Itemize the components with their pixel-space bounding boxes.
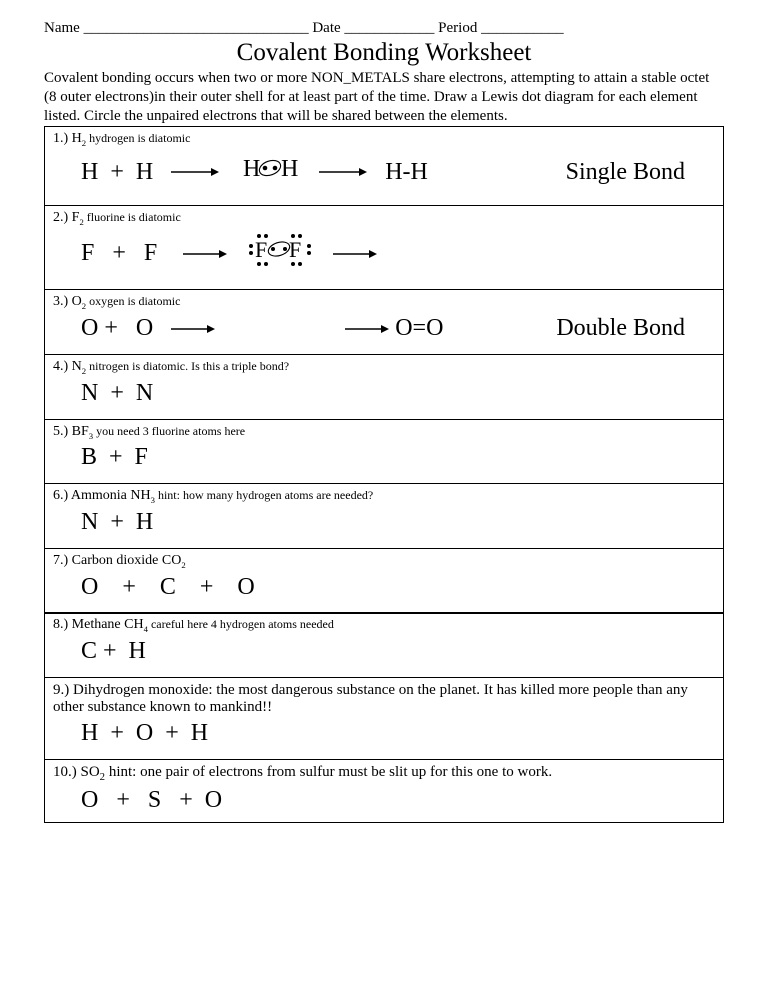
- arrow-icon: [319, 165, 367, 179]
- date-label: Date: [312, 20, 340, 36]
- q2-note: fluorine is diatomic: [84, 210, 181, 224]
- q2-lewis-diagram: F F: [237, 230, 323, 277]
- q4-label: 4.) N2 nitrogen is diatomic. Is this a t…: [53, 359, 715, 376]
- name-blank: ______________________________: [80, 20, 313, 36]
- q1-lewis-h-left: H: [243, 156, 260, 182]
- q7-label: 7.) Carbon dioxide CO2: [53, 553, 715, 570]
- q9-formula: H + O + H: [53, 716, 715, 749]
- q3-formula: O + O O=O Double Bond: [53, 311, 715, 344]
- q6-note: hint: how many hydrogen atoms are needed…: [155, 488, 373, 502]
- q1-note: hydrogen is diatomic: [86, 131, 190, 145]
- q8-label: 8.) Methane CH4 careful here 4 hydrogen …: [53, 617, 715, 634]
- q7-sub: 2: [181, 560, 185, 570]
- q3-note: oxygen is diatomic: [86, 294, 180, 308]
- q8-note: careful here 4 hydrogen atoms needed: [148, 617, 334, 631]
- arrow-icon: [183, 247, 227, 261]
- q6-formula: N + H: [53, 505, 715, 538]
- question-1: 1.) H2 hydrogen is diatomic H + H H H H-…: [44, 126, 724, 206]
- q1-product: H-H: [385, 159, 428, 186]
- q3-num: 3.) O: [53, 294, 82, 309]
- q3-product: O=O: [395, 315, 443, 342]
- q4-num: 4.) N: [53, 359, 82, 374]
- question-2: 2.) F2 fluorine is diatomic F + F F F: [44, 205, 724, 291]
- arrow-icon: [171, 322, 215, 336]
- q6-num: 6.) Ammonia NH: [53, 488, 151, 503]
- q10-label: 10.) SO2 hint: one pair of electrons fro…: [53, 764, 715, 783]
- header-fields: Name ______________________________ Date…: [44, 20, 724, 37]
- q10-note: hint: one pair of electrons from sulfur …: [105, 764, 552, 780]
- q1-reactants: H + H: [81, 159, 153, 186]
- q9-label: 9.) Dihydrogen monoxide: the most danger…: [53, 682, 715, 716]
- worksheet-page: Name ______________________________ Date…: [44, 20, 724, 823]
- q6-reactants: N + H: [81, 509, 153, 536]
- q6-label: 6.) Ammonia NH3 hint: how many hydrogen …: [53, 488, 715, 505]
- q4-note: nitrogen is diatomic. Is this a triple b…: [86, 359, 289, 373]
- q5-reactants: B + F: [81, 444, 148, 471]
- arrow-icon: [345, 322, 389, 336]
- q2-num: 2.) F: [53, 210, 79, 225]
- q2-reactants: F + F: [81, 240, 157, 267]
- q1-label: 1.) H2 hydrogen is diatomic: [53, 131, 715, 148]
- q10-num: 10.) SO: [53, 764, 100, 780]
- question-7: 7.) Carbon dioxide CO2 O + C + O: [44, 548, 724, 614]
- q1-lewis-h-right: H: [281, 156, 298, 182]
- arrow-icon: [171, 165, 219, 179]
- q1-formula: H + H H H H-H Single Bond: [53, 148, 715, 195]
- q5-formula: B + F: [53, 440, 715, 473]
- q8-reactants: C + H: [81, 638, 146, 665]
- q10-reactants: O + S + O: [81, 787, 222, 814]
- q1-lewis-diagram: H H: [235, 152, 305, 193]
- question-4: 4.) N2 nitrogen is diatomic. Is this a t…: [44, 354, 724, 420]
- period-label: Period: [438, 20, 477, 36]
- q9-reactants: H + O + H: [81, 720, 208, 747]
- q2-label: 2.) F2 fluorine is diatomic: [53, 210, 715, 227]
- q4-reactants: N + N: [81, 380, 153, 407]
- intro-text: Covalent bonding occurs when two or more…: [44, 69, 724, 125]
- period-blank: ___________: [477, 20, 563, 36]
- question-6: 6.) Ammonia NH3 hint: how many hydrogen …: [44, 483, 724, 549]
- q4-formula: N + N: [53, 376, 715, 409]
- question-8: 8.) Methane CH4 careful here 4 hydrogen …: [44, 612, 724, 678]
- q5-num: 5.) BF: [53, 424, 89, 439]
- q7-num: 7.) Carbon dioxide CO: [53, 553, 181, 568]
- question-3: 3.) O2 oxygen is diatomic O + O O=O Doub…: [44, 289, 724, 355]
- q8-num: 8.) Methane CH: [53, 617, 144, 632]
- arrow-icon: [333, 247, 377, 261]
- name-label: Name: [44, 20, 80, 36]
- q1-bond-type: Single Bond: [566, 159, 705, 186]
- q7-reactants: O + C + O: [81, 574, 255, 601]
- worksheet-title: Covalent Bonding Worksheet: [44, 39, 724, 67]
- q5-label: 5.) BF3 you need 3 fluorine atoms here: [53, 424, 715, 441]
- date-blank: ____________: [341, 20, 439, 36]
- q8-formula: C + H: [53, 634, 715, 667]
- q10-formula: O + S + O: [53, 783, 715, 816]
- question-9: 9.) Dihydrogen monoxide: the most danger…: [44, 677, 724, 760]
- q3-bond-type: Double Bond: [556, 315, 705, 342]
- q2-formula: F + F F F: [53, 226, 715, 279]
- q2-lewis-f-right: F: [289, 237, 301, 262]
- q5-note: you need 3 fluorine atoms here: [93, 424, 245, 438]
- question-10: 10.) SO2 hint: one pair of electrons fro…: [44, 759, 724, 823]
- q2-lewis-f-left: F: [255, 237, 267, 262]
- q3-reactants: O + O: [81, 315, 153, 342]
- q3-label: 3.) O2 oxygen is diatomic: [53, 294, 715, 311]
- q7-formula: O + C + O: [53, 570, 715, 603]
- question-5: 5.) BF3 you need 3 fluorine atoms here B…: [44, 419, 724, 485]
- q1-num: 1.) H: [53, 131, 82, 146]
